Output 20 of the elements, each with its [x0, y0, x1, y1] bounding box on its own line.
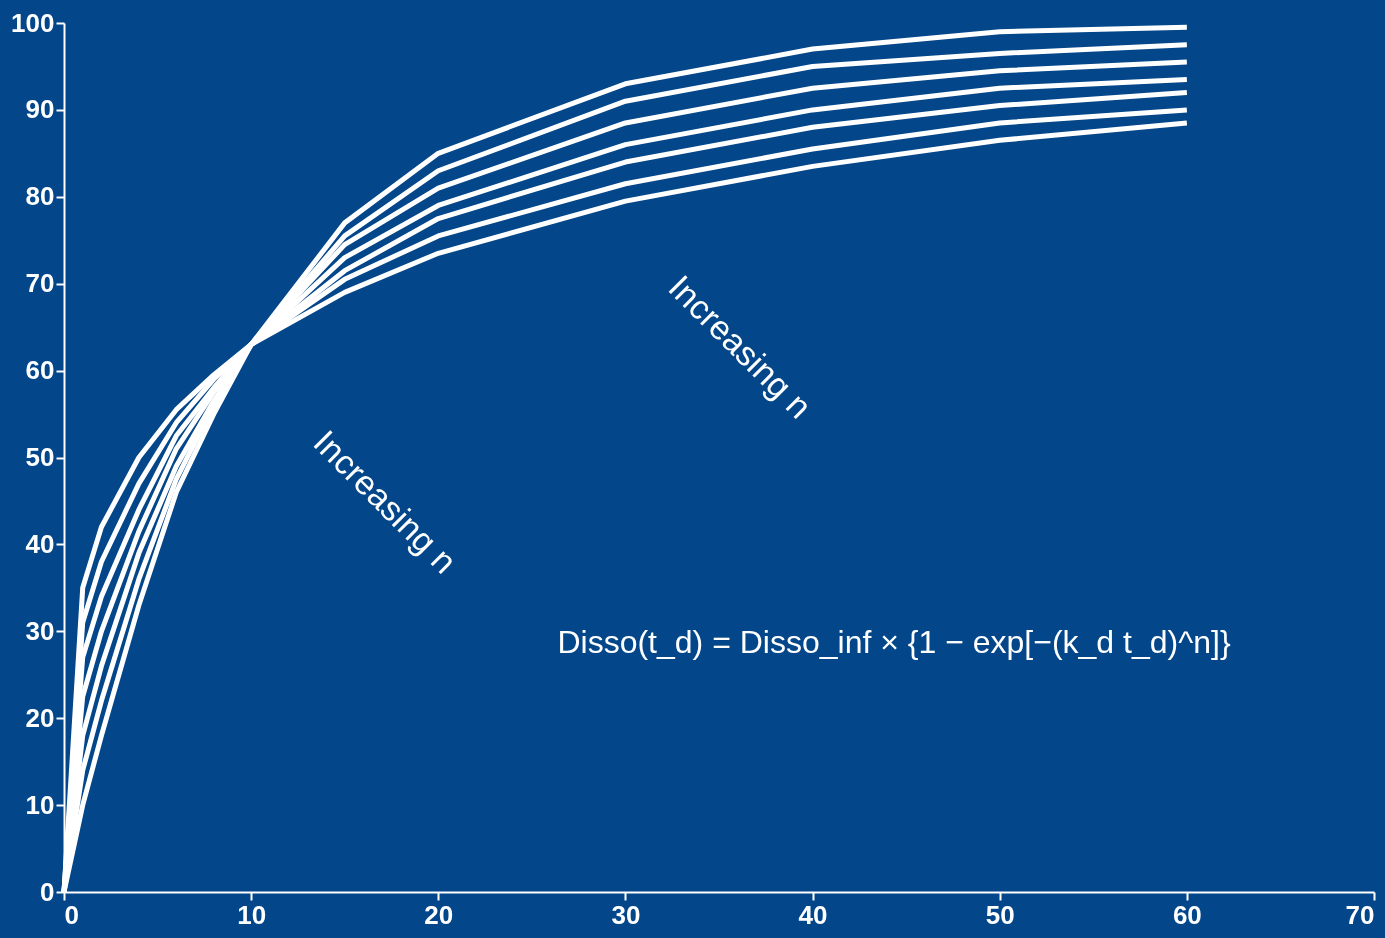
y-tick-label: 60 — [25, 355, 55, 386]
x-tick-label: 10 — [237, 899, 267, 930]
x-tick-label: 20 — [424, 899, 454, 930]
annotation: Disso(t_d) = Disso_inf × {1 − exp[−(k_d t_d)^n]} — [557, 624, 1231, 660]
x-tick-label: 50 — [985, 899, 1015, 930]
y-tick-label: 30 — [25, 615, 55, 646]
x-tick-label: 40 — [798, 899, 828, 930]
y-tick-label: 40 — [25, 528, 55, 559]
y-tick-label: 10 — [25, 789, 55, 820]
y-tick-label: 0 — [40, 876, 55, 907]
x-tick-label: 30 — [611, 899, 641, 930]
y-tick-label: 20 — [25, 702, 55, 733]
x-tick-label: 60 — [1172, 899, 1202, 930]
y-tick-label: 50 — [25, 442, 55, 472]
x-tick-label: 0 — [64, 899, 79, 930]
y-tick-label: 90 — [25, 94, 55, 125]
x-tick-label: 70 — [1345, 899, 1375, 930]
y-tick-label: 70 — [25, 268, 55, 299]
y-tick-label: 80 — [25, 181, 55, 212]
y-tick-label: 100 — [11, 7, 55, 38]
